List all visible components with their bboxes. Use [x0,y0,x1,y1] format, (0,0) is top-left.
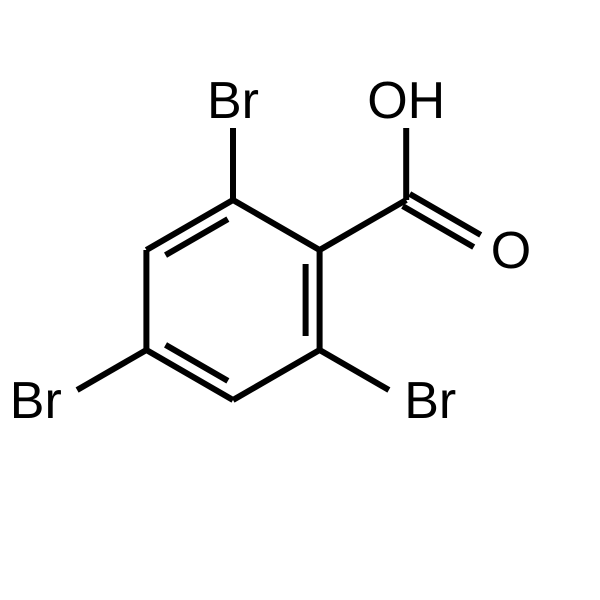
bond [166,345,228,381]
bond [77,350,146,390]
bond [166,219,228,255]
bond [233,350,320,400]
molecule-diagram: O OH Br Br Br [0,0,600,600]
atom-label-o8: O [491,222,531,280]
atom-label-br6: Br [404,372,456,430]
atom-label-br4: Br [10,372,62,430]
bond [320,350,389,390]
bond [320,200,407,250]
bond [233,200,320,250]
atom-label-o9: OH [367,72,445,130]
atom-label-br2: Br [207,72,259,130]
